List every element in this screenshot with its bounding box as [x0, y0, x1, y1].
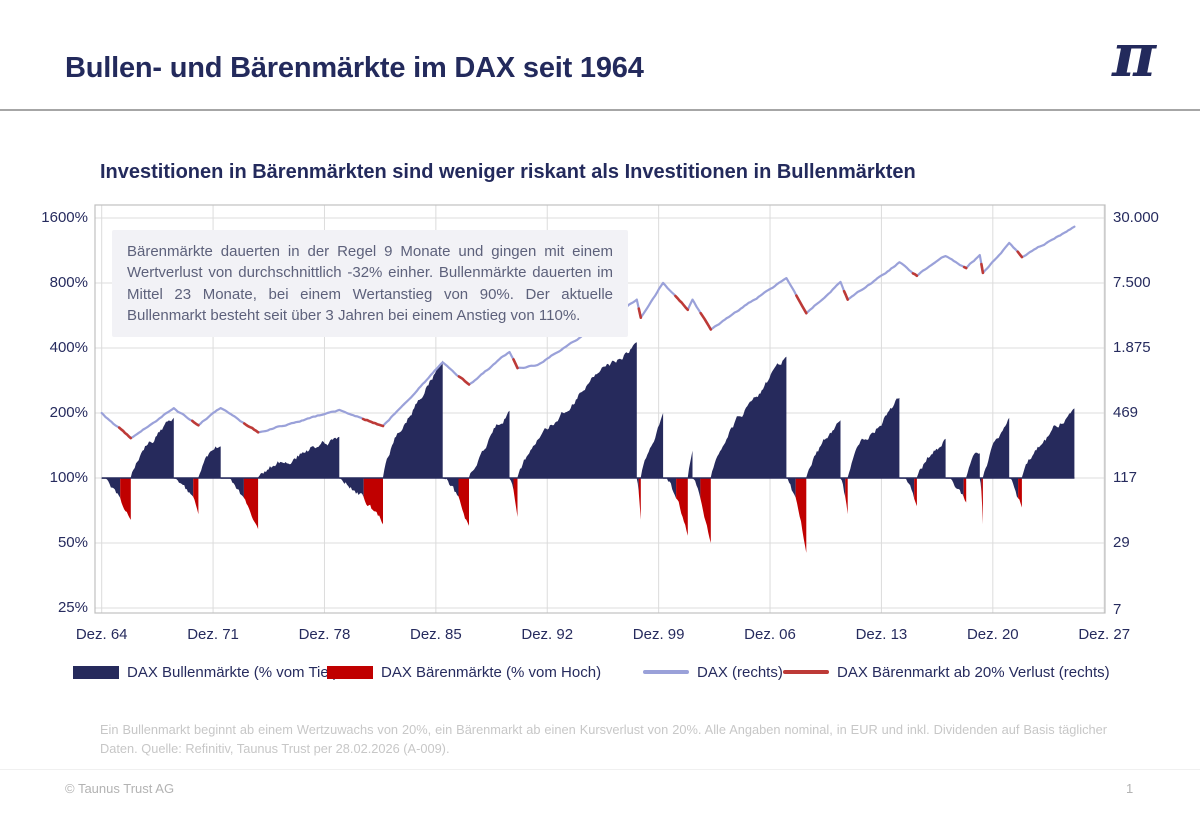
y-axis-label-right: 30.000	[1113, 208, 1159, 226]
dax-bear-line-swatch-icon	[783, 670, 829, 674]
legend-item-bear-markets: DAX Bärenmärkte (% vom Hoch)	[327, 663, 601, 681]
copyright: © Taunus Trust AG	[65, 781, 175, 796]
x-axis-label: Dez. 06	[744, 626, 796, 643]
y-axis-label-right: 117	[1113, 469, 1137, 486]
x-axis-label: Dez. 64	[75, 626, 128, 643]
x-axis-label: Dez. 13	[855, 626, 908, 643]
y-axis-label-right: 29	[1113, 534, 1130, 552]
legend-item-dax-line: DAX (rechts)	[643, 663, 783, 681]
legend-item-dax-bear-line: DAX Bärenmarkt ab 20% Verlust (rechts)	[783, 663, 1110, 681]
chart-annotation: Bärenmärkte dauerten in der Regel 9 Mona…	[112, 230, 628, 338]
legend-label: DAX (rechts)	[697, 663, 783, 681]
y-axis-label-left: 50%	[57, 534, 88, 551]
legend-label: DAX Bärenmarkt ab 20% Verlust (rechts)	[837, 663, 1110, 681]
chart-title: Investitionen in Bärenmärkten sind wenig…	[100, 161, 916, 183]
y-axis-label-left: 1600%	[41, 209, 88, 226]
y-axis-label-right: 7	[1113, 601, 1122, 619]
x-axis-label: Dez. 99	[632, 626, 685, 643]
bull-swatch-icon	[73, 665, 119, 679]
y-axis-label-right: 7.500	[1113, 273, 1151, 291]
x-axis-label: Dez. 27	[1078, 626, 1131, 643]
header-divider	[0, 109, 1200, 111]
x-axis-label: Dez. 92	[521, 626, 574, 643]
page-title: Bullen- und Bärenmärkte im DAX seit 1964	[65, 52, 644, 84]
y-axis-label-right: 1.875	[1113, 338, 1151, 356]
dax-line-swatch-icon	[643, 670, 689, 674]
taunus-trust-pi-logo: π	[1112, 21, 1156, 91]
legend-label: DAX Bärenmärkte (% vom Hoch)	[381, 663, 602, 681]
y-axis-label-left: 200%	[49, 404, 88, 421]
legend-label: DAX Bullenmärkte (% vom Tief)	[127, 663, 338, 681]
x-axis-label: Dez. 20	[966, 626, 1019, 643]
y-axis-label-left: 800%	[49, 274, 88, 291]
footnote: Ein Bullenmarkt beginnt ab einem Wertzuw…	[100, 722, 1107, 757]
y-axis-label-left: 25%	[57, 599, 88, 616]
footer-divider	[0, 769, 1200, 770]
y-axis-label-right: 469	[1113, 403, 1139, 421]
y-axis-label-left: 100%	[49, 469, 88, 486]
x-axis-label: Dez. 71	[187, 626, 239, 643]
page-number: 1	[1126, 781, 1134, 796]
legend-item-bull-markets: DAX Bullenmärkte (% vom Tief)	[73, 663, 338, 681]
x-axis-label: Dez. 85	[409, 626, 462, 643]
x-axis-label: Dez. 78	[298, 626, 351, 643]
y-axis-label-left: 400%	[49, 339, 88, 356]
bear-swatch-icon	[327, 665, 373, 679]
